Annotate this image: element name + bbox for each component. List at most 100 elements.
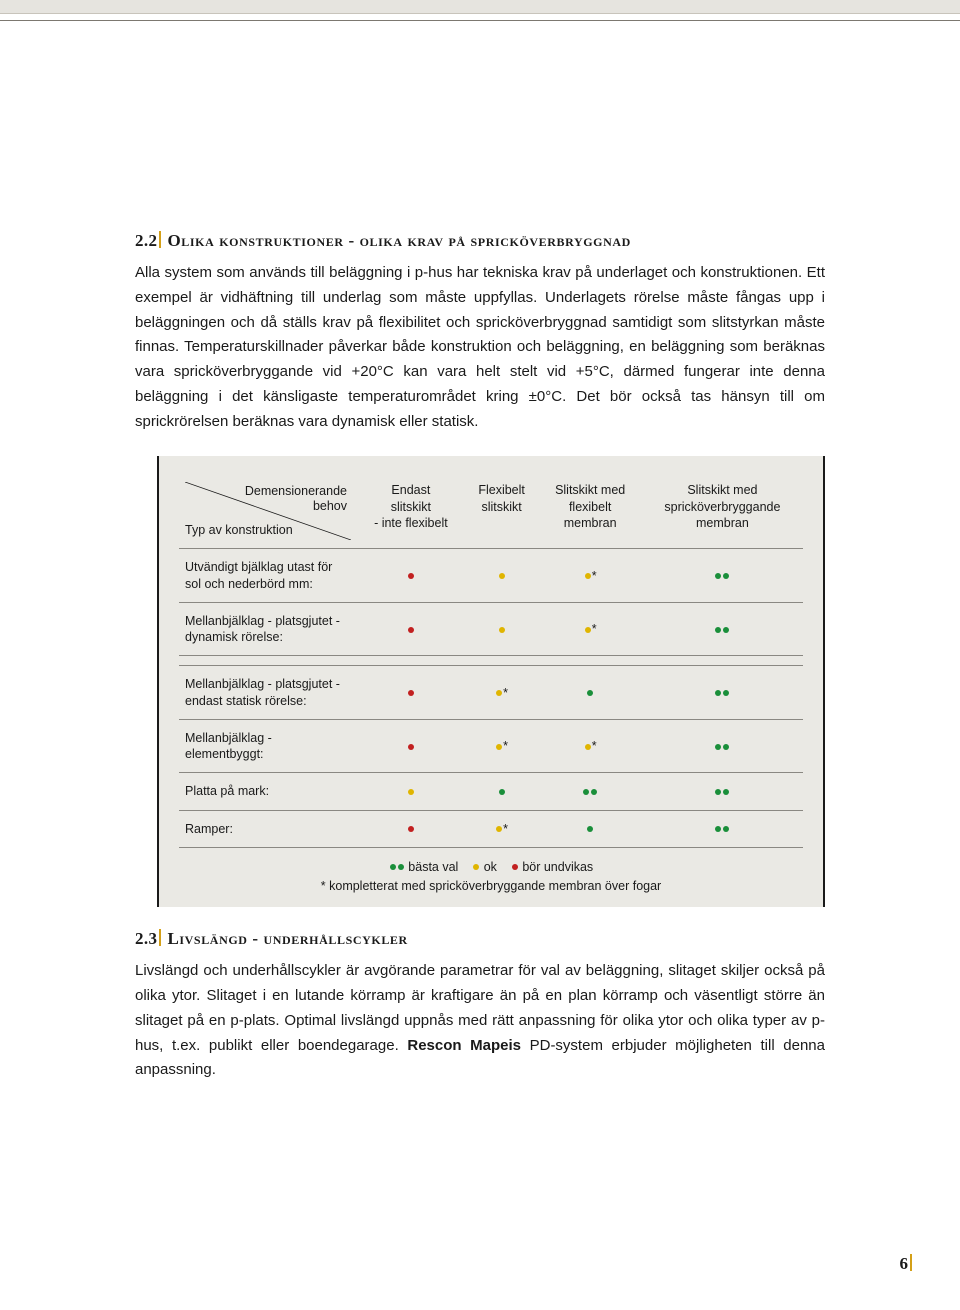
dot-yellow-icon (496, 826, 502, 832)
rating-cell: * (538, 549, 641, 603)
construction-table-container: Demensionerandebehov Typ av konstruktion… (157, 456, 825, 907)
dot-yellow-icon (496, 690, 502, 696)
dot-red-icon (408, 744, 414, 750)
header-upper-label: Demensionerandebehov (245, 484, 347, 514)
rating-cell: * (465, 810, 539, 847)
rating-cell (642, 773, 803, 810)
asterisk: * (503, 686, 508, 700)
asterisk: * (592, 569, 597, 583)
column-header: Slitskikt medflexibeltmembran (538, 474, 641, 549)
asterisk: * (592, 622, 597, 636)
dot-yellow-icon (408, 789, 414, 795)
column-header: Endastslitskikt- inte flexibelt (357, 474, 465, 549)
dot-green-icon (499, 789, 505, 795)
asterisk: * (503, 739, 508, 753)
table-row: Ramper: * (179, 810, 803, 847)
table-gap-row (179, 656, 803, 666)
dot-yellow-icon (473, 864, 479, 870)
top-rule (0, 20, 960, 21)
legend-ok: ok (484, 860, 497, 874)
table-header-row: Demensionerandebehov Typ av konstruktion… (179, 474, 803, 549)
column-header: Flexibeltslitskikt (465, 474, 539, 549)
dot-green-icon (723, 627, 729, 633)
dot-red-icon (512, 864, 518, 870)
table-row: Mellanbjälklag - platsgjutet - endast st… (179, 666, 803, 720)
dot-green-icon (723, 744, 729, 750)
asterisk: * (592, 739, 597, 753)
accent-bar-icon (159, 929, 161, 946)
header-diagonal-cell: Demensionerandebehov Typ av konstruktion (179, 474, 357, 549)
table-row: Mellanbjälklag - elementbyggt: * * (179, 719, 803, 773)
rating-cell: * (538, 719, 641, 773)
dot-green-icon (390, 864, 396, 870)
dot-yellow-icon (585, 627, 591, 633)
legend-best: bästa val (408, 860, 458, 874)
rating-cell (642, 719, 803, 773)
rating-cell (465, 773, 539, 810)
construction-table: Demensionerandebehov Typ av konstruktion… (179, 474, 803, 848)
table-body: Utvändigt bjälklag utast för sol och ned… (179, 549, 803, 848)
dot-red-icon (408, 690, 414, 696)
dot-green-icon (723, 690, 729, 696)
dot-red-icon (408, 826, 414, 832)
dot-green-icon (715, 690, 721, 696)
rating-cell (642, 602, 803, 656)
table-row: Utvändigt bjälklag utast för sol och ned… (179, 549, 803, 603)
row-label: Mellanbjälklag - platsgjutet - endast st… (179, 666, 357, 720)
rating-cell (538, 773, 641, 810)
section-2-3-paragraph: Livslängd och underhållscykler är avgöra… (135, 959, 825, 1083)
section-title: Livslängd - underhållscykler (167, 929, 407, 948)
row-label: Platta på mark: (179, 773, 357, 810)
dot-green-icon (715, 826, 721, 832)
dot-red-icon (408, 627, 414, 633)
asterisk: * (503, 822, 508, 836)
row-label: Mellanbjälklag - platsgjutet - dynamisk … (179, 602, 357, 656)
rating-cell (642, 549, 803, 603)
rating-cell (357, 719, 465, 773)
rating-cell (538, 810, 641, 847)
header-lower-label: Typ av konstruktion (185, 522, 293, 538)
rating-cell (538, 666, 641, 720)
rating-cell (357, 549, 465, 603)
dot-green-icon (583, 789, 589, 795)
dot-green-icon (398, 864, 404, 870)
rating-cell: * (465, 719, 539, 773)
table-row: Platta på mark: (179, 773, 803, 810)
dot-green-icon (587, 690, 593, 696)
row-label: Mellanbjälklag - elementbyggt: (179, 719, 357, 773)
rating-cell (357, 810, 465, 847)
row-label: Ramper: (179, 810, 357, 847)
dot-green-icon (723, 789, 729, 795)
dot-yellow-icon (499, 573, 505, 579)
column-header: Slitskikt medspricköverbryggandemembran (642, 474, 803, 549)
dot-yellow-icon (585, 744, 591, 750)
accent-bar-icon (910, 1254, 912, 1271)
rating-cell (642, 666, 803, 720)
rating-cell (465, 602, 539, 656)
section-title: Olika konstruktioner - olika krav på spr… (167, 231, 630, 250)
page-number: 6 (900, 1254, 913, 1274)
legend-avoid: bör undvikas (522, 860, 593, 874)
dot-green-icon (587, 826, 593, 832)
dot-green-icon (591, 789, 597, 795)
dot-green-icon (723, 573, 729, 579)
table-row: Mellanbjälklag - platsgjutet - dynamisk … (179, 602, 803, 656)
dot-yellow-icon (496, 744, 502, 750)
row-label: Utvändigt bjälklag utast för sol och ned… (179, 549, 357, 603)
legend-footnote: * kompletterat med spricköverbryggande m… (321, 879, 661, 893)
rating-cell: * (538, 602, 641, 656)
dot-red-icon (408, 573, 414, 579)
rating-cell (642, 810, 803, 847)
rating-cell (465, 549, 539, 603)
accent-bar-icon (159, 231, 161, 248)
dot-green-icon (715, 789, 721, 795)
rating-cell: * (465, 666, 539, 720)
dot-green-icon (715, 744, 721, 750)
brand-name: Rescon Mapeis (407, 1037, 521, 1054)
page-content: 2.2Olika konstruktioner - olika krav på … (0, 231, 960, 1083)
dot-green-icon (715, 573, 721, 579)
section-heading-2-3: 2.3Livslängd - underhållscykler (135, 929, 825, 949)
rating-cell (357, 773, 465, 810)
table-legend: bästa val ok bör undvikas * kompletterat… (179, 858, 803, 896)
dot-green-icon (723, 826, 729, 832)
